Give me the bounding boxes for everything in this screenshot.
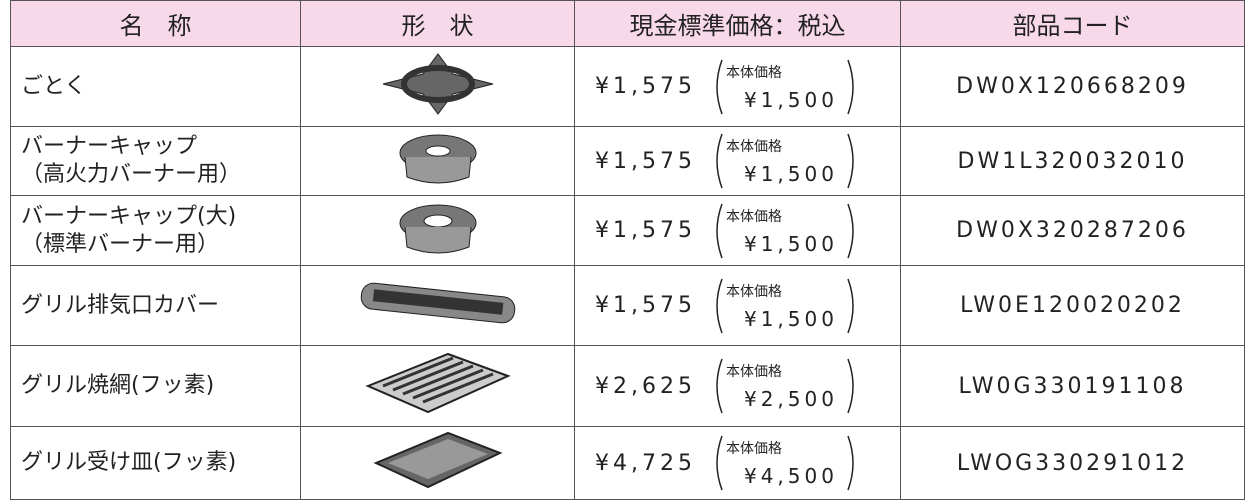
- bracket: [716, 435, 854, 491]
- code-cell: DW0X320287206: [900, 195, 1245, 266]
- body-price-bracket: 本体価格 ¥1,500: [710, 200, 860, 262]
- name-cell: グリル受け皿(フッ素): [10, 426, 301, 500]
- name-line: ごとく: [21, 73, 87, 99]
- code-cell: DW1L320032010: [900, 126, 1245, 196]
- body-price: ¥4,500: [743, 464, 838, 488]
- price-wrap: ¥2,625 本体価格 ¥2,500: [576, 355, 900, 417]
- header-cell: 現金標準価格：税込: [574, 0, 901, 47]
- header-cell: 部品コード: [900, 0, 1245, 47]
- bracket: [716, 59, 854, 114]
- header-row: 名 称 形 状 現金標準価格：税込 部品コード: [10, 0, 1245, 47]
- price: ¥4,725: [595, 450, 696, 476]
- price: ¥1,575: [595, 293, 696, 318]
- body-price: ¥1,500: [743, 231, 838, 256]
- body-label: 本体価格: [725, 64, 782, 81]
- price-cell: ¥1,575 本体価格 ¥1,500: [574, 195, 901, 266]
- name-line: グリル受け皿(フッ素): [21, 450, 237, 475]
- name-cell: バーナーキャップ （高火力バーナー用）: [10, 126, 301, 196]
- price: ¥1,575: [595, 74, 696, 99]
- body-price: ¥1,500: [743, 87, 838, 112]
- price-cell: ¥1,575 本体価格 ¥1,500: [574, 265, 901, 346]
- body-price: ¥1,500: [743, 162, 838, 186]
- shape-cell: [300, 46, 575, 127]
- body-label: 本体価格: [725, 283, 782, 300]
- name-line: バーナーキャップ: [21, 134, 198, 159]
- code-cell: DW0X120668209: [900, 46, 1245, 127]
- price-cell: ¥1,575 本体価格 ¥1,500: [574, 126, 901, 196]
- price-wrap: ¥1,575 本体価格 ¥1,500: [576, 275, 900, 337]
- price: ¥2,625: [595, 373, 696, 399]
- price-wrap: ¥1,575 本体価格 ¥1,500: [576, 56, 900, 118]
- header-cell: 名 称: [10, 0, 301, 47]
- bracket: [716, 203, 854, 258]
- body-price-bracket: 本体価格 ¥4,500: [710, 432, 860, 494]
- name-cell: グリル排気口カバー: [10, 265, 301, 346]
- code-cell: LW0E120020202: [900, 265, 1245, 346]
- bracket: [716, 133, 854, 189]
- price-wrap: ¥1,575 本体価格 ¥1,500: [576, 130, 900, 192]
- name-cell: ごとく: [10, 46, 301, 127]
- body-label: 本体価格: [725, 364, 782, 380]
- body-price-bracket: 本体価格 ¥1,500: [710, 56, 860, 118]
- body-price: ¥2,500: [743, 387, 838, 411]
- price: ¥1,575: [595, 148, 696, 174]
- row: グリル排気口カバー ¥1,575 本体価格 ¥1,500 LW0E120020202: [10, 265, 1245, 346]
- name-line: グリル排気口カバー: [21, 292, 220, 318]
- shape-cell: [300, 426, 575, 500]
- body-label: 本体価格: [725, 139, 782, 155]
- body-label: 本体価格: [725, 441, 782, 457]
- row: グリル受け皿(フッ素) ¥4,725 本体価格 ¥4,500 LWOG330291012: [10, 426, 1245, 500]
- body-price-bracket: 本体価格 ¥1,500: [710, 130, 860, 192]
- bracket: [716, 358, 854, 414]
- shape-cell: [300, 195, 575, 266]
- price-wrap: ¥1,575 本体価格 ¥1,500: [576, 200, 900, 262]
- price: ¥1,575: [595, 218, 696, 243]
- row: バーナーキャップ(大) （標準バーナー用） ¥1,575 本体価格 ¥1,500 DW0X…: [10, 195, 1245, 266]
- header-cell: 形 状: [300, 0, 575, 47]
- shape-cell: [300, 126, 575, 196]
- code-cell: LWOG330291012: [900, 426, 1245, 500]
- name-cell: バーナーキャップ(大) （標準バーナー用）: [10, 195, 301, 266]
- row: バーナーキャップ （高火力バーナー用） ¥1,575 本体価格 ¥1,500 DW1L32…: [10, 126, 1245, 196]
- body-price-bracket: 本体価格 ¥1,500: [710, 275, 860, 337]
- price-wrap: ¥4,725 本体価格 ¥4,500: [576, 432, 900, 494]
- body-price: ¥1,500: [743, 306, 838, 331]
- price-cell: ¥1,575 本体価格 ¥1,500: [574, 46, 901, 127]
- price-cell: ¥2,625 本体価格 ¥2,500: [574, 345, 901, 427]
- shape-cell: [300, 265, 575, 346]
- shape-cell: [300, 345, 575, 427]
- name-cell: グリル焼網(フッ素): [10, 345, 301, 427]
- parts-table: 名 称 形 状 現金標準価格：税込 部品コード ごとく ¥1,575 本体価格 ¥1,…: [10, 0, 1245, 500]
- row: ごとく ¥1,575 本体価格 ¥1,500 DW0X120668209: [10, 46, 1245, 127]
- name-line: （高火力バーナー用）: [21, 162, 242, 187]
- code-cell: LW0G330191108: [900, 345, 1245, 427]
- bracket: [716, 278, 854, 333]
- name-line: バーナーキャップ(大): [21, 203, 237, 229]
- name-line: グリル焼網(フッ素): [21, 373, 215, 398]
- row: グリル焼網(フッ素) ¥2,625 本体価格 ¥2,500 LW0G330191108: [10, 345, 1245, 427]
- body-price-bracket: 本体価格 ¥2,500: [710, 355, 860, 417]
- body-label: 本体価格: [725, 208, 782, 225]
- name-line: （標準バーナー用）: [21, 231, 220, 257]
- price-cell: ¥4,725 本体価格 ¥4,500: [574, 426, 901, 500]
